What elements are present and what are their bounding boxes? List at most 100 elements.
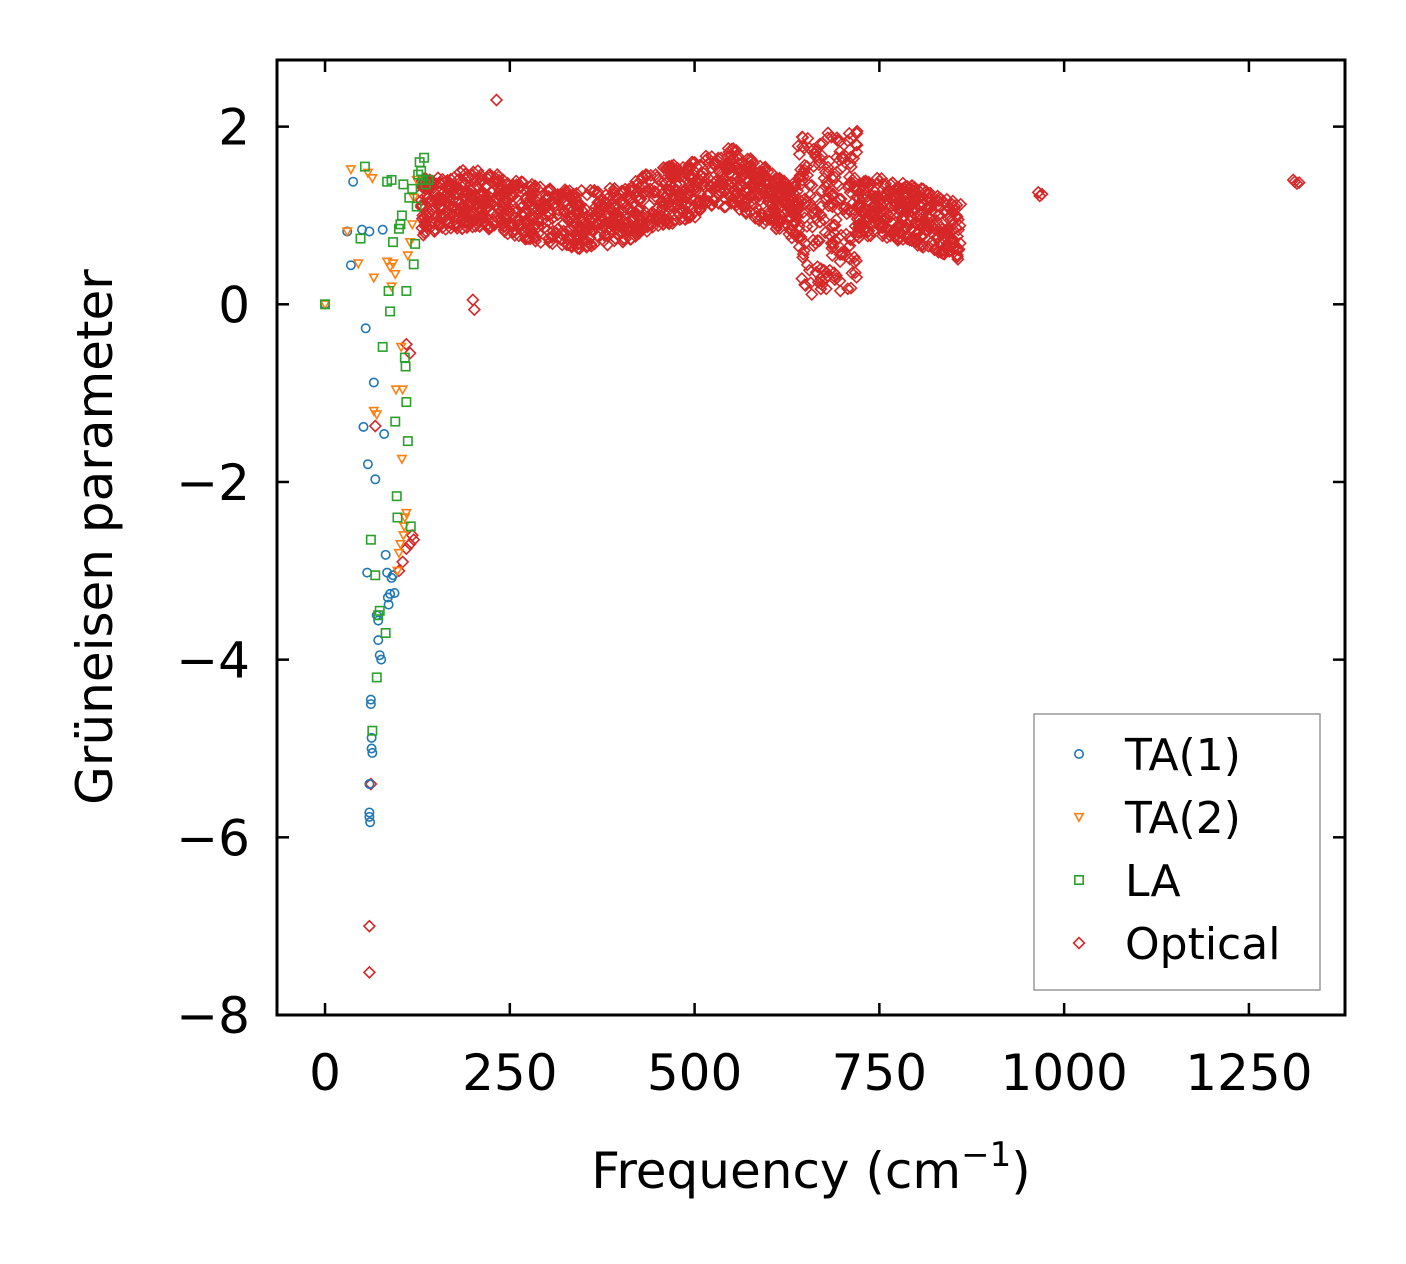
marker-optical-cloud [631, 203, 645, 218]
marker-optical-cloud [905, 204, 919, 218]
marker-optical-cloud [824, 130, 839, 144]
marker-ta2 [404, 237, 416, 248]
y-tick-label: −4 [176, 632, 250, 690]
marker-optical-cloud [859, 174, 873, 188]
marker-optical-cloud [608, 218, 622, 232]
marker-optical-cloud [607, 207, 621, 222]
marker-la [380, 627, 391, 638]
marker-optical-cloud [438, 222, 453, 236]
legend-marker-la [1074, 874, 1085, 885]
marker-optical-cloud [597, 201, 611, 216]
marker-ta2 [391, 566, 404, 577]
marker-optical-cloud [952, 243, 966, 257]
marker-la [405, 521, 416, 532]
marker-optical-cloud [660, 162, 674, 176]
marker-optical-cloud [717, 200, 731, 214]
marker-optical-cloud [949, 221, 963, 235]
marker-ta2 [394, 540, 406, 551]
marker-optical-cloud [513, 181, 527, 195]
marker-optical-cloud [656, 217, 670, 232]
marker-optical-cloud [577, 234, 591, 248]
marker-optical-cloud [486, 194, 500, 208]
marker-optical-cloud [530, 198, 545, 212]
marker-optical-cloud [809, 211, 824, 225]
marker-ta1 [358, 421, 369, 432]
marker-optical-cloud [669, 191, 683, 205]
marker-optical-cloud [682, 170, 696, 184]
legend-label-la: LA [1125, 856, 1181, 907]
marker-optical-cloud [729, 143, 743, 158]
marker-la [407, 183, 418, 194]
marker-optical-cloud [905, 222, 919, 236]
marker-optical-cloud [765, 167, 779, 181]
marker-optical-cloud [724, 154, 739, 168]
marker-optical-cloud [631, 177, 645, 191]
marker-optical-cloud [678, 199, 693, 213]
marker-optical-cloud [450, 218, 464, 232]
marker-optical-cloud [853, 199, 867, 213]
marker-ta2 [345, 165, 357, 176]
marker-optical-cloud [740, 186, 754, 200]
marker-optical-cloud [420, 208, 434, 222]
marker-optical-cloud [600, 238, 615, 252]
marker-optical-cloud [429, 223, 443, 237]
marker-optical-cloud [939, 204, 953, 218]
marker-la [370, 570, 381, 581]
x-tick-label: 750 [832, 1044, 927, 1102]
marker-la [320, 299, 331, 310]
marker-optical-cloud [767, 202, 781, 216]
marker-optical-cloud [833, 144, 847, 159]
marker-optical-cloud [526, 184, 540, 198]
marker-optical-cloud [473, 205, 487, 220]
marker-optical-cloud [888, 230, 902, 244]
marker-optical-cloud [531, 183, 545, 197]
marker-optical-cloud [707, 194, 721, 208]
marker-optical-cloud [820, 269, 835, 283]
marker-optical [362, 919, 376, 933]
marker-optical-cloud [743, 205, 757, 219]
marker-optical-cloud [874, 171, 889, 186]
marker-ta2 [366, 173, 378, 185]
marker-ta2 [390, 385, 402, 396]
marker-la [402, 436, 413, 447]
marker-ta1 [348, 176, 359, 187]
marker-optical-cloud [872, 194, 887, 208]
marker-optical-cloud [545, 237, 560, 251]
marker-optical-cloud [690, 180, 704, 195]
marker-optical-cloud [555, 232, 569, 246]
marker-la [388, 237, 399, 248]
marker-optical-cloud [562, 189, 576, 203]
marker-optical-cloud [818, 225, 832, 240]
marker-optical-cloud [622, 192, 636, 207]
marker-optical-cloud [545, 230, 559, 244]
marker-optical-cloud [743, 152, 758, 166]
marker-optical-cloud [607, 184, 621, 198]
marker-optical-cloud [768, 217, 783, 231]
marker-optical-cloud [879, 211, 894, 225]
marker-optical-cloud [636, 187, 650, 201]
marker-optical-cloud [786, 186, 800, 200]
marker-ta1 [380, 549, 391, 560]
tick-labels: 0 250 500 750 1000 1250 −8 −6 −4 −2 0 2 [176, 99, 1312, 1102]
marker-optical [405, 528, 419, 542]
marker-optical-cloud [482, 189, 496, 203]
marker-ta1 [373, 615, 384, 626]
marker-optical-cloud [832, 192, 846, 206]
marker-optical-cloud [749, 166, 763, 180]
marker-optical-cloud [888, 199, 902, 213]
marker-optical-cloud [499, 210, 513, 225]
marker-la [365, 534, 376, 545]
marker-optical-cloud [492, 186, 506, 201]
marker-optical [403, 346, 417, 360]
marker-optical-cloud [833, 284, 847, 298]
marker-optical-cloud [442, 190, 456, 204]
y-tick-label: −8 [176, 987, 250, 1045]
marker-optical-cloud [795, 173, 810, 187]
marker-optical-cloud [522, 210, 536, 224]
marker-optical-cloud [582, 219, 596, 234]
marker-optical-cloud [572, 242, 587, 256]
marker-optical-cloud [928, 218, 942, 232]
marker-optical-cloud [600, 192, 614, 206]
marker-optical-cloud [950, 250, 964, 264]
marker-optical-cloud [464, 208, 478, 222]
